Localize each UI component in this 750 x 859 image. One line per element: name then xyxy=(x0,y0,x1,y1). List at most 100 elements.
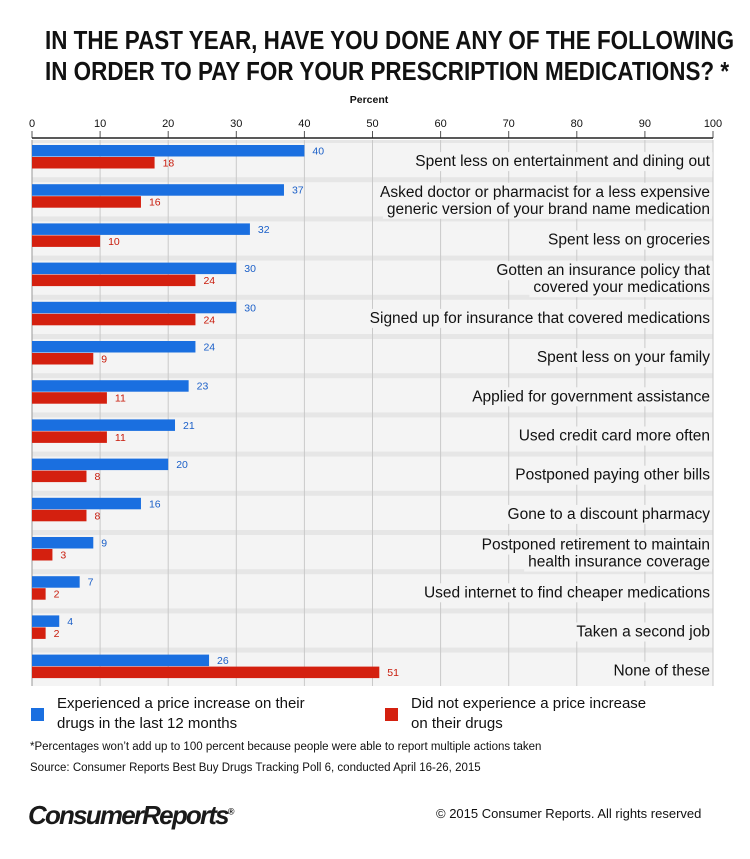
bar-increase xyxy=(32,458,169,471)
logo-registered-mark: ® xyxy=(227,806,235,817)
category-label-backdrop xyxy=(514,426,712,446)
category-label: Used internet to find cheaper medication… xyxy=(424,584,710,601)
chart-title: IN THE PAST YEAR, HAVE YOU DONE ANY OF T… xyxy=(45,26,735,88)
data-label-no-increase: 8 xyxy=(94,510,100,522)
category-label-backdrop xyxy=(532,348,713,368)
category-label: Applied for government assistance xyxy=(472,388,710,405)
category-label-backdrop xyxy=(376,182,712,202)
data-label-increase: 37 xyxy=(292,185,304,197)
bar-chart: Percent 0 10 20 30 40 50 60 70 80 90 100 Spent less … xyxy=(29,94,722,686)
data-label-increase: 32 xyxy=(258,224,270,236)
legend-label-increase-line1: Experienced a price increase on their xyxy=(57,695,305,712)
bar-increase xyxy=(32,341,196,353)
data-label-increase: 26 xyxy=(217,655,229,667)
category-label-backdrop xyxy=(365,308,713,328)
category-label: Taken a second job xyxy=(576,624,710,641)
category-label-backdrop xyxy=(511,465,713,485)
data-label-no-increase: 2 xyxy=(54,589,60,601)
bar-no-increase xyxy=(32,157,155,169)
bar-increase xyxy=(32,262,237,275)
bar-no-increase xyxy=(32,392,107,404)
data-label-no-increase: 18 xyxy=(163,158,175,170)
x-tick-label: 20 xyxy=(162,118,174,130)
category-label: health insurance coverage xyxy=(528,554,710,571)
bar-increase xyxy=(32,380,189,392)
bar-increase xyxy=(32,615,60,627)
source-note: Source: Consumer Reports Best Buy Drugs … xyxy=(30,762,481,774)
category-label: Spent less on groceries xyxy=(548,232,710,249)
legend-label-increase-line2: drugs in the last 12 months xyxy=(57,715,238,732)
category-label-backdrop xyxy=(529,278,713,298)
category-label-backdrop xyxy=(572,622,712,642)
x-tick-label: 0 xyxy=(29,118,35,130)
data-label-increase: 21 xyxy=(183,420,195,432)
data-label-no-increase: 51 xyxy=(387,667,399,679)
data-label-no-increase: 24 xyxy=(203,275,215,287)
x-tick-label: 70 xyxy=(503,118,515,130)
logo-text: ConsumerReports xyxy=(28,800,230,830)
category-label: Spent less on your family xyxy=(537,349,710,366)
bar-no-increase xyxy=(32,627,46,639)
x-tick-label: 80 xyxy=(571,118,583,130)
data-label-increase: 23 xyxy=(197,381,209,393)
bar-increase xyxy=(32,145,305,157)
bar-increase xyxy=(32,654,210,667)
bar-no-increase xyxy=(32,666,380,679)
bar-no-increase xyxy=(32,549,53,561)
bar-increase xyxy=(32,301,237,314)
chart-title-line1: IN THE PAST YEAR, HAVE YOU DONE ANY OF T… xyxy=(45,27,735,55)
category-label-backdrop xyxy=(609,661,712,681)
data-label-no-increase: 11 xyxy=(115,432,126,444)
legend-label-no-increase-line1: Did not experience a price increase xyxy=(411,695,647,712)
data-label-no-increase: 11 xyxy=(115,393,126,405)
category-label-backdrop xyxy=(544,230,713,250)
x-tick-label: 100 xyxy=(704,118,722,130)
bar-no-increase xyxy=(32,431,107,443)
footnote: *Percentages won’t add up to 100 percent… xyxy=(30,741,542,753)
x-tick-label: 90 xyxy=(639,118,651,130)
category-label: Used credit card more often xyxy=(519,428,710,445)
copyright: © 2015 Consumer Reports. All rights rese… xyxy=(436,806,702,821)
bar-increase xyxy=(32,497,141,510)
data-label-increase: 40 xyxy=(312,146,324,158)
legend-swatch-increase xyxy=(31,708,44,721)
chart-title-line2: IN ORDER TO PAY FOR YOUR PRESCRIPTION ME… xyxy=(45,58,730,86)
data-label-increase: 7 xyxy=(88,577,94,589)
consumer-reports-logo: ConsumerReports® xyxy=(28,800,234,831)
bar-increase xyxy=(32,419,176,431)
category-label: covered your medications xyxy=(533,279,710,296)
x-tick-label: 50 xyxy=(366,118,378,130)
legend-label-increase: Experienced a price increase on their dr… xyxy=(57,694,305,734)
data-label-increase: 20 xyxy=(176,459,188,471)
data-label-no-increase: 2 xyxy=(54,628,60,640)
category-label-backdrop xyxy=(411,152,713,172)
category-label-backdrop xyxy=(524,552,712,572)
x-axis-label: Percent xyxy=(350,94,389,106)
category-label: Postponed paying other bills xyxy=(515,467,710,484)
data-label-increase: 30 xyxy=(244,302,256,314)
category-label: None of these xyxy=(613,663,710,680)
bar-no-increase xyxy=(32,313,196,326)
category-label-backdrop xyxy=(492,261,713,281)
category-label: Gone to a discount pharmacy xyxy=(508,506,711,523)
bar-no-increase xyxy=(32,274,196,287)
bar-no-increase xyxy=(32,470,87,483)
data-label-no-increase: 16 xyxy=(149,197,161,209)
bar-increase xyxy=(32,576,80,588)
bar-no-increase xyxy=(32,235,101,247)
x-tick-label: 30 xyxy=(230,118,242,130)
bar-increase xyxy=(32,223,250,235)
data-label-no-increase: 3 xyxy=(60,550,66,562)
data-label-no-increase: 10 xyxy=(108,236,120,248)
data-label-increase: 16 xyxy=(149,498,161,510)
x-tick-label: 60 xyxy=(434,118,446,130)
bar-no-increase xyxy=(32,196,141,208)
category-label: Signed up for insurance that covered med… xyxy=(370,310,711,327)
category-label-backdrop xyxy=(477,535,712,555)
data-label-no-increase: 8 xyxy=(94,471,100,483)
bar-no-increase xyxy=(32,509,87,522)
data-label-increase: 9 xyxy=(101,538,107,550)
data-label-increase: 24 xyxy=(203,342,215,354)
bar-no-increase xyxy=(32,353,94,365)
category-label: Gotten an insurance policy that xyxy=(496,262,710,279)
